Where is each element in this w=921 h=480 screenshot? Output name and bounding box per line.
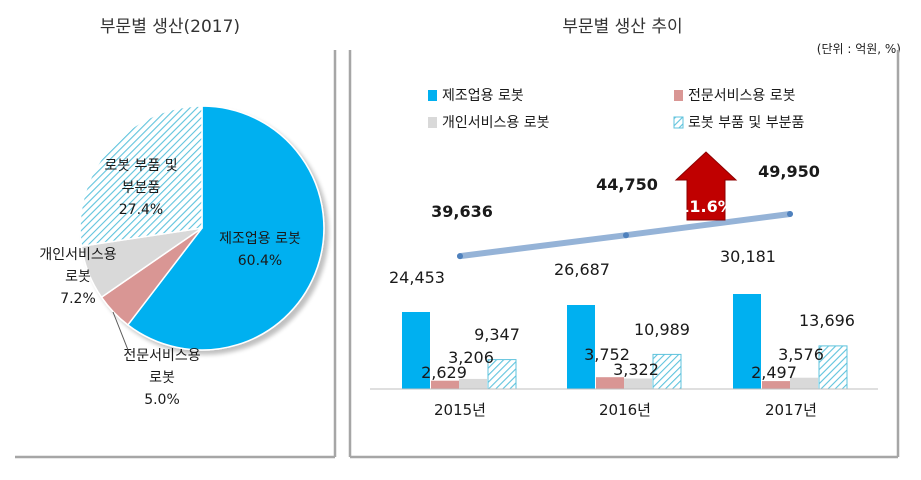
total-trend: 39,636 44,750 49,950 11.6%	[431, 151, 820, 260]
bar-value-professional: 2,629	[421, 363, 467, 382]
bar-personal-2	[790, 377, 818, 389]
growth-badge-label: 11.6%	[678, 197, 734, 216]
bar-professional-0	[431, 380, 459, 389]
pie-label-personal: 개인서비스용	[39, 247, 116, 263]
legend-swatch-manufacturing	[428, 90, 437, 101]
total-label: 44,750	[596, 175, 658, 194]
total-point	[623, 232, 629, 239]
pie-chart	[79, 105, 325, 351]
bar-manufacturing-1	[567, 305, 595, 389]
pie-label-professional: 전문서비스용	[123, 348, 200, 364]
bar-panel-frame	[348, 50, 900, 459]
bar-series: 24,453 26,687 30,181 2,629 3,752 2,497 3,206 3,…	[389, 247, 855, 419]
bar-professional-2	[762, 381, 790, 389]
pie-label-personal: 로봇	[65, 269, 91, 285]
bar-value-parts: 10,989	[634, 320, 690, 339]
pie-label-parts: 부분품	[122, 180, 161, 196]
unit-note: (단위 : 억원, %)	[816, 42, 901, 56]
pie-label-professional: 5.0%	[144, 392, 180, 408]
bar-parts-2	[818, 345, 848, 390]
bar-value-manufacturing: 30,181	[720, 247, 776, 266]
bar-chart-title: 부문별 생산 추이	[562, 17, 683, 37]
bar-personal-1	[624, 378, 652, 389]
pie-slice-parts	[79, 105, 203, 248]
bar-personal-0	[459, 378, 487, 389]
total-point	[457, 253, 463, 260]
bar-manufacturing-2	[733, 294, 761, 389]
bar-value-manufacturing: 26,687	[554, 260, 610, 279]
bar-value-parts: 9,347	[474, 325, 520, 344]
pie-label-personal: 7.2%	[60, 291, 96, 307]
pie-chart-title: 부문별 생산(2017)	[99, 17, 241, 37]
pie-label-manufacturing: 60.4%	[238, 253, 282, 269]
bar-value-personal: 3,322	[613, 360, 659, 379]
bar-value-personal: 3,206	[448, 348, 494, 367]
bar-manufacturing-0	[402, 312, 430, 389]
bar-value-professional: 3,752	[584, 345, 630, 364]
pie-label-parts: 로봇 부품 및	[104, 158, 177, 174]
x-tick-label: 2017년	[765, 401, 817, 419]
total-label: 49,950	[758, 162, 820, 181]
bar-value-manufacturing: 24,453	[389, 268, 445, 287]
total-label: 39,636	[431, 202, 493, 221]
legend-swatch-personal	[428, 117, 437, 128]
legend-swatch-professional	[674, 90, 683, 101]
pie-label-manufacturing: 제조업용 로봇	[219, 231, 301, 247]
total-point	[787, 211, 793, 217]
bar-professional-1	[596, 377, 624, 389]
legend-label-manufacturing: 제조업용 로봇	[442, 88, 524, 104]
legend-swatch-parts	[673, 116, 684, 129]
bar-value-personal: 3,576	[778, 345, 824, 364]
legend-label-personal: 개인서비스용 로봇	[442, 115, 550, 131]
growth-arrow-icon	[674, 151, 738, 221]
pie-label-parts: 27.4%	[119, 202, 163, 218]
x-tick-label: 2015년	[434, 401, 486, 419]
bar-value-parts: 13,696	[799, 311, 855, 330]
pie-label-professional: 로봇	[149, 370, 175, 386]
pie-leader-line	[112, 311, 129, 351]
pie-slice-manufacturing	[126, 105, 325, 351]
legend-label-parts: 로봇 부품 및 부분품	[688, 115, 805, 131]
bar-value-professional: 2,497	[751, 363, 797, 382]
pie-panel-frame	[15, 50, 337, 459]
legend-label-professional: 전문서비스용 로봇	[688, 88, 796, 104]
bar-parts-1	[652, 353, 682, 390]
x-tick-label: 2016년	[599, 401, 651, 419]
